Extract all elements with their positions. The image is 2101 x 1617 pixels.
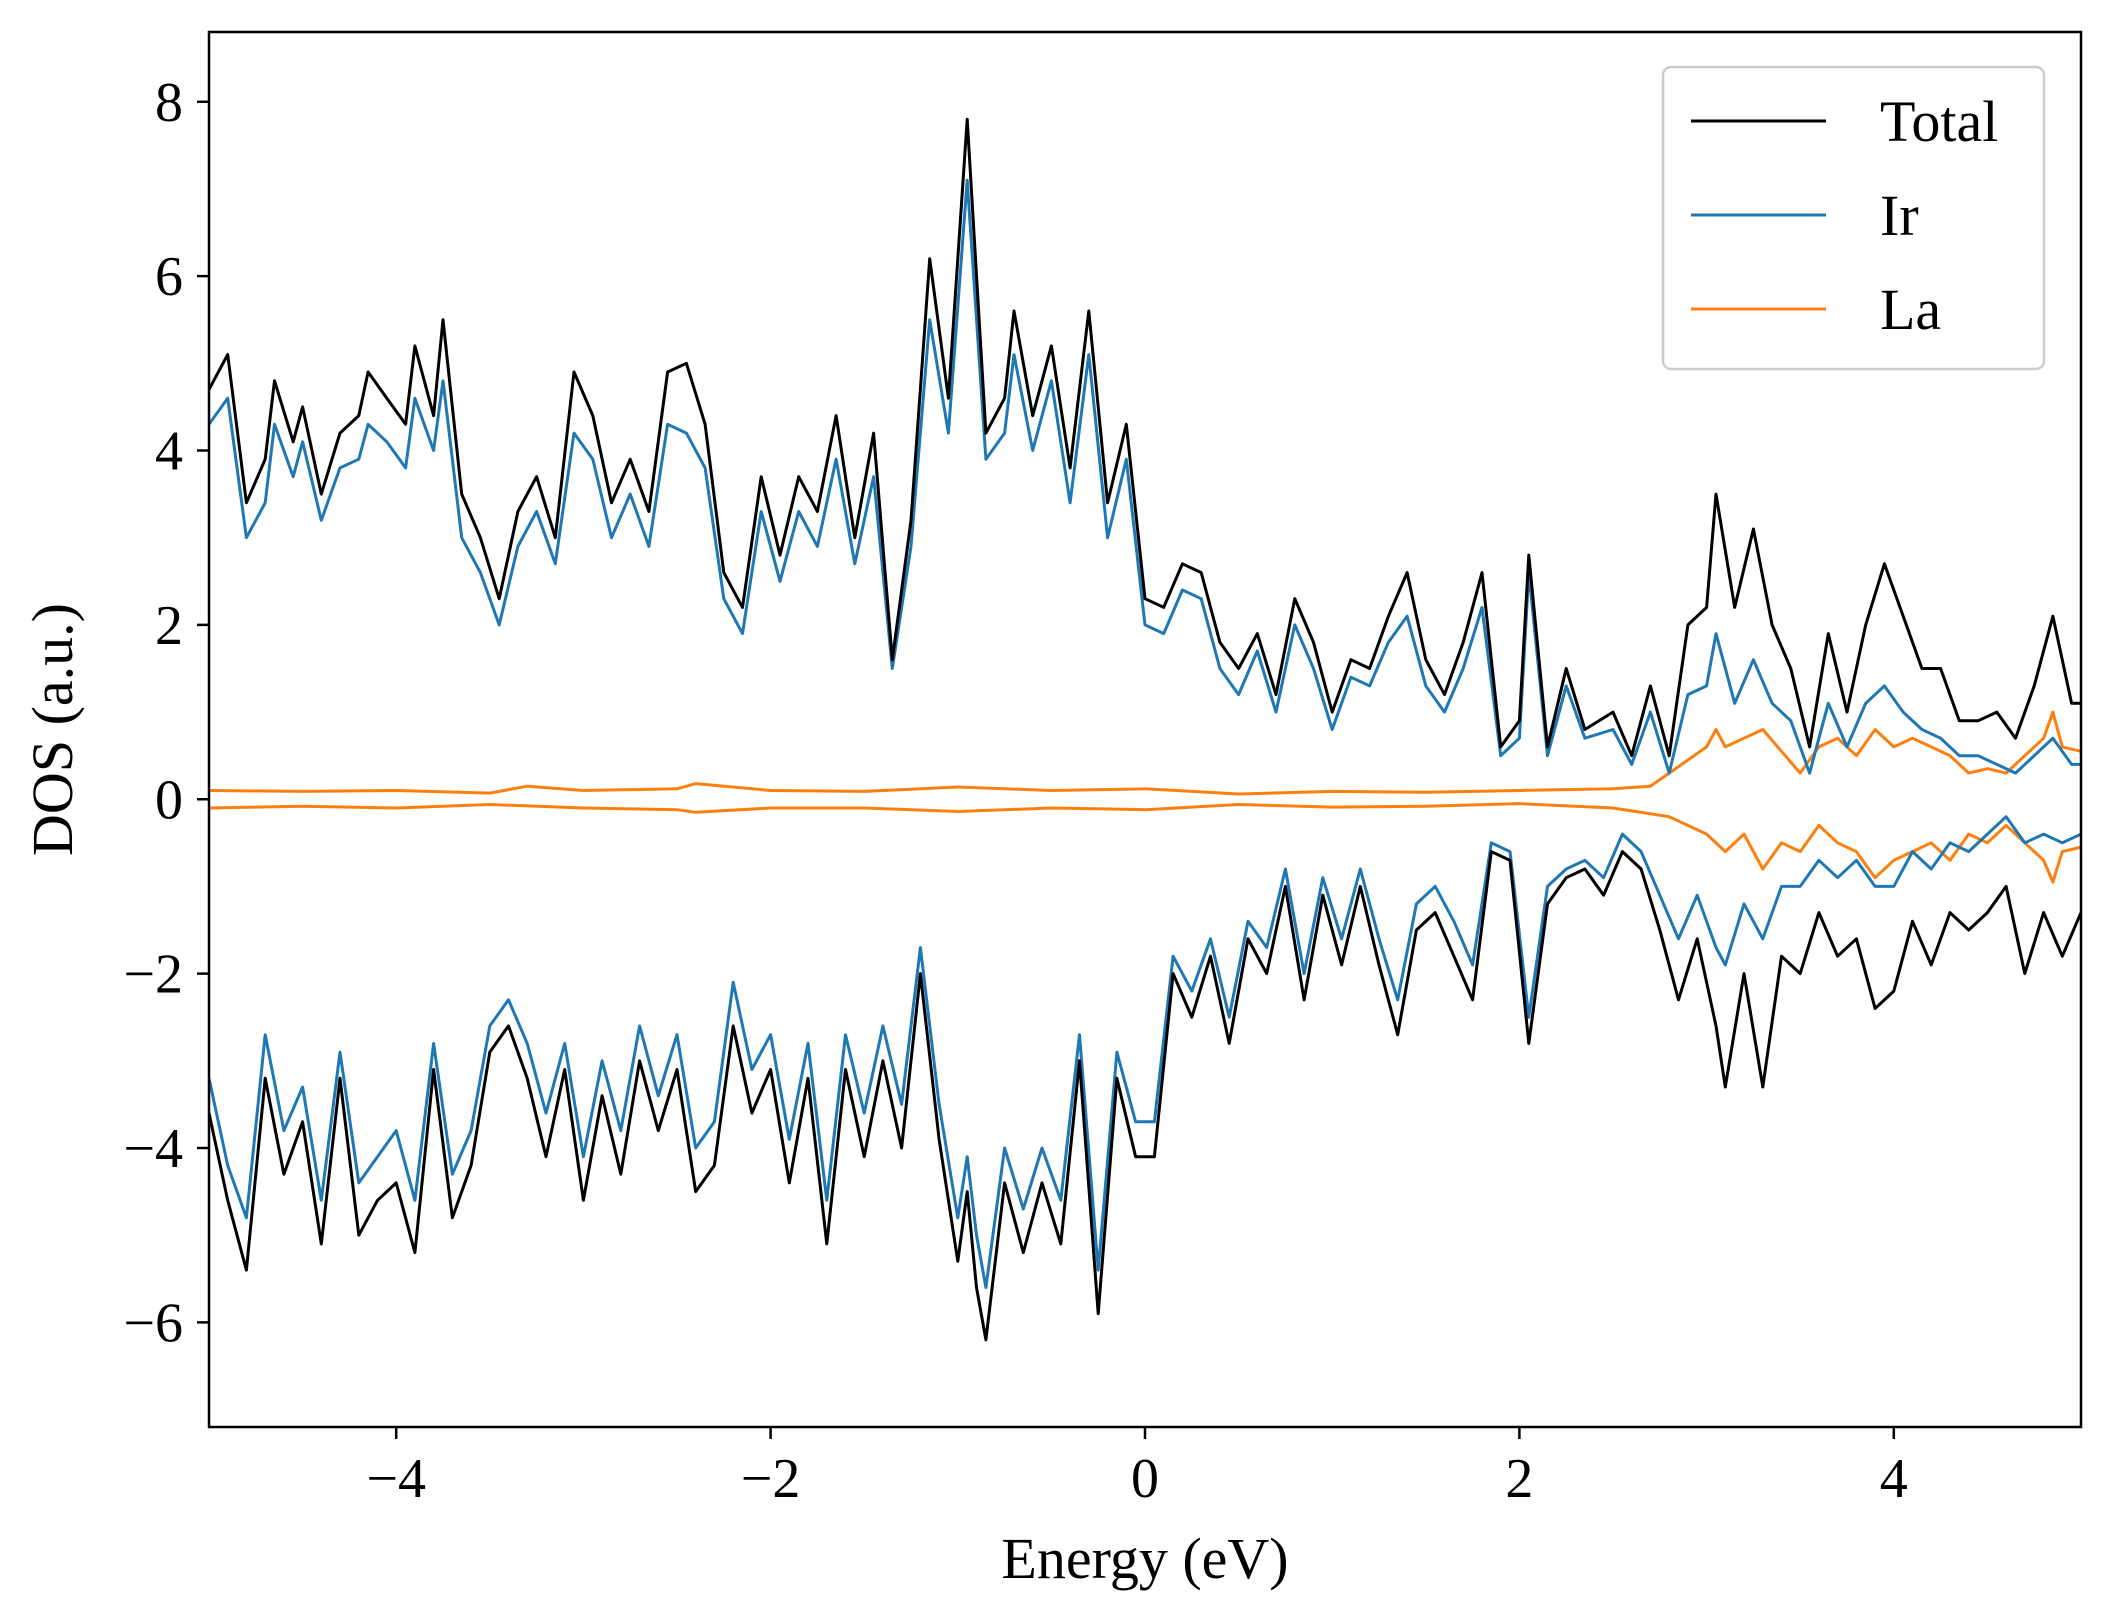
legend: Total Ir La [1661, 65, 2046, 371]
legend-box [1661, 65, 2046, 371]
x-axis-title: Energy (eV) [1001, 1526, 1288, 1591]
legend-entries: Total Ir La [1691, 89, 1998, 342]
series-ir-spin-down-line [209, 815, 2081, 1289]
x-tick-label: 0 [1131, 1448, 1159, 1510]
legend-label-ir: Ir [1880, 183, 1919, 248]
y-tick-label: −4 [123, 1118, 183, 1180]
x-tick-label: 4 [1880, 1448, 1908, 1510]
y-tick-label: −6 [123, 1292, 183, 1354]
y-tick-label: 4 [155, 421, 183, 483]
x-tick-label: −2 [741, 1448, 801, 1510]
y-tick-label: 2 [155, 595, 183, 657]
y-tick-label: 8 [155, 72, 183, 134]
plot-area [209, 117, 2081, 1342]
y-tick-label: 0 [155, 769, 183, 831]
x-tick-label: −4 [366, 1448, 426, 1510]
series-la-spin-up-line [209, 710, 2081, 796]
y-tick-label: 6 [155, 246, 183, 308]
plot-frame [207, 30, 2083, 1429]
y-axis-title: DOS (a.u.) [20, 603, 85, 856]
legend-label-la: La [1880, 277, 1941, 342]
ticks-layer: −4 −2 0 2 4 −6 −4 −2 0 2 4 6 8 [123, 72, 1907, 1510]
series-ir-spin-up-line [209, 178, 2081, 775]
series-total-spin-down-line [209, 850, 2081, 1342]
y-tick-label: −2 [123, 944, 183, 1006]
legend-label-total: Total [1880, 89, 1998, 154]
series-layer [209, 117, 2081, 1342]
x-tick-label: 2 [1505, 1448, 1533, 1510]
series-total-spin-up-line [209, 117, 2081, 758]
series-la-spin-down-line [209, 802, 2081, 884]
